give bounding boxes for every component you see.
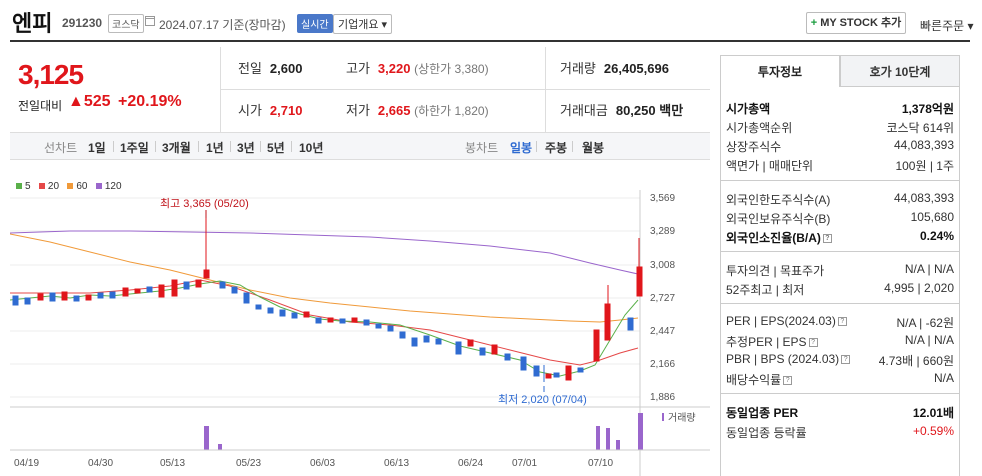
info-panel <box>720 87 960 476</box>
y-tick: 1,886 <box>650 392 675 403</box>
candlestick-chart[interactable]: 최고 3,365 (05/20) 최저 2,020 (07/04) 3,569 … <box>10 190 710 476</box>
price-change: ▲525 <box>68 93 111 110</box>
x-tick: 06/24 <box>458 458 483 469</box>
ma20-line <box>10 279 639 366</box>
x-tick: 06/13 <box>384 458 409 469</box>
tab-investment-info[interactable]: 투자정보 <box>720 55 840 87</box>
base-date: 2024.07.17 기준(장마감) <box>159 18 286 32</box>
separator <box>291 141 292 152</box>
plus-icon: + <box>810 17 818 29</box>
period-weekly[interactable]: 주봉 <box>545 141 568 155</box>
info-tabs: 투자정보 호가 10단계 <box>720 55 960 87</box>
separator <box>536 141 537 152</box>
realtime-button[interactable]: 실시간 <box>297 14 333 33</box>
prev-compare-label: 전일대비 <box>18 99 63 113</box>
x-tick: 07/10 <box>588 458 613 469</box>
x-tick: 07/01 <box>512 458 537 469</box>
divider <box>220 89 710 90</box>
legend-ma20: 20 <box>38 181 59 192</box>
stat-high: 고가 3,220 (상한가 3,380) <box>346 61 489 76</box>
candles <box>12 218 643 382</box>
separator <box>113 141 114 152</box>
price-change-percent: +20.19% <box>118 93 182 110</box>
period-monthly[interactable]: 월봉 <box>582 141 605 155</box>
legend-ma5: 5 <box>16 181 31 192</box>
stock-name: 엔피 <box>12 11 53 36</box>
info-icon[interactable]: ? <box>808 338 818 348</box>
line-chart-label: 선차트 <box>44 141 78 155</box>
divider <box>720 303 960 304</box>
low-annotation: 최저 2,020 (07/04) <box>498 393 587 406</box>
period-1y[interactable]: 1년 <box>206 141 224 155</box>
my-stock-add-button[interactable]: + MY STOCK 추가 <box>806 12 906 34</box>
y-tick: 2,166 <box>650 359 675 370</box>
info-icon[interactable]: ? <box>841 355 851 365</box>
x-axis-ticks: 04/19 04/30 05/13 05/23 06/03 06/13 06/2… <box>14 458 613 469</box>
calendar-icon <box>145 16 155 26</box>
market-badge: 코스닥 <box>108 14 144 33</box>
stat-low: 저가 2,665 (하한가 1,820) <box>346 103 489 118</box>
separator <box>260 141 261 152</box>
stat-prev: 전일 2,600 <box>238 61 303 76</box>
volume-label: 거래량 <box>668 412 696 424</box>
ma60-line <box>10 233 639 323</box>
stat-open: 시가 2,710 <box>238 103 303 118</box>
legend-ma120: 120 <box>95 181 122 192</box>
y-tick: 3,569 <box>650 193 675 204</box>
ma5-line <box>10 280 639 377</box>
legend-ma60: 60 <box>67 181 88 192</box>
stat-amount: 거래대금 80,250 백만 <box>560 103 684 118</box>
current-price: 3,125 <box>18 59 84 90</box>
period-1d[interactable]: 1일 <box>88 141 106 155</box>
stock-header: 엔피 291230 코스닥 2024.07.17 기준(장마감) 실시간 기업개… <box>0 0 982 42</box>
y-tick: 2,727 <box>650 293 675 304</box>
period-daily[interactable]: 일봉 <box>510 141 533 155</box>
my-stock-label: MY STOCK 추가 <box>820 17 902 29</box>
stock-code: 291230 <box>62 16 103 30</box>
x-tick: 04/19 <box>14 458 39 469</box>
ma-legend: 5 20 60 120 <box>16 181 122 192</box>
divider <box>220 47 221 133</box>
chart-period-bar: 선차트 1일 1주일 3개월 1년 3년 5년 10년 봉차트 일봉 주봉 월봉 <box>10 132 710 160</box>
y-axis-ticks: 3,569 3,289 3,008 2,727 2,447 2,166 1,88… <box>650 193 675 403</box>
separator <box>230 141 231 152</box>
x-tick: 05/23 <box>236 458 261 469</box>
y-tick: 3,008 <box>650 260 675 271</box>
period-3m[interactable]: 3개월 <box>162 141 191 155</box>
candle-chart-label: 봉차트 <box>465 141 499 155</box>
y-tick: 3,289 <box>650 226 675 237</box>
volume-bars <box>204 413 643 450</box>
separator <box>155 141 156 152</box>
x-tick: 04/30 <box>88 458 113 469</box>
period-3y[interactable]: 3년 <box>237 141 255 155</box>
company-overview-dropdown[interactable]: 기업개요 ▾ <box>333 14 393 34</box>
divider <box>545 47 546 133</box>
period-5y[interactable]: 5년 <box>267 141 285 155</box>
volume-legend-mark <box>662 413 664 421</box>
y-tick: 2,447 <box>650 326 675 337</box>
separator <box>198 141 199 152</box>
divider <box>720 393 960 394</box>
separator <box>572 141 573 152</box>
high-annotation: 최고 3,365 (05/20) <box>160 197 249 210</box>
x-tick: 06/03 <box>310 458 335 469</box>
quick-order-dropdown[interactable]: 빠른주문 ▾ <box>920 19 974 33</box>
info-icon[interactable]: ? <box>837 317 847 327</box>
chart-grid <box>10 197 640 398</box>
price-summary: 3,125 전일대비 ▲525 +20.19% <box>10 47 220 133</box>
stat-volume: 거래량 26,405,696 <box>560 61 669 76</box>
divider <box>720 251 960 252</box>
tab-order-book[interactable]: 호가 10단계 <box>840 55 960 87</box>
x-tick: 05/13 <box>160 458 185 469</box>
divider <box>720 180 960 181</box>
period-1w[interactable]: 1주일 <box>120 141 149 155</box>
ma120-line <box>10 230 639 275</box>
info-icon[interactable]: ? <box>783 376 793 386</box>
period-10y[interactable]: 10년 <box>299 141 324 155</box>
header-divider <box>10 40 970 42</box>
info-icon[interactable]: ? <box>822 234 832 244</box>
